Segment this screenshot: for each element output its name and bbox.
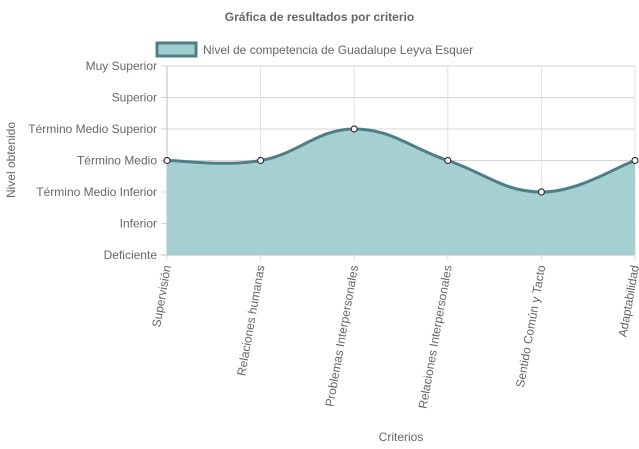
y-tick-label: Superior: [112, 91, 157, 105]
x-axis-ticks: Supervisión Relaciones humanas Problemas I…: [149, 264, 639, 410]
y-tick-label: Término Medio Superior: [28, 122, 157, 136]
x-tick-label: Adaptabilidad: [616, 264, 639, 338]
x-tick-label: Supervisión: [149, 264, 174, 328]
x-tick-label: Sentido Común y Tacto: [513, 264, 548, 389]
y-tick-label: Término Medio: [77, 154, 157, 168]
legend-label[interactable]: Nivel de competencia de Guadalupe Leyva …: [203, 43, 473, 57]
legend[interactable]: Nivel de competencia de Guadalupe Leyva …: [155, 41, 473, 58]
data-point[interactable]: [631, 156, 639, 165]
series-area-fill: [167, 129, 635, 255]
legend-swatch[interactable]: [155, 41, 198, 58]
data-point[interactable]: [444, 156, 452, 165]
y-tick-label: Inferior: [120, 217, 157, 231]
y-axis-ticks: Deficiente Inferior Término Medio Inferior…: [28, 59, 157, 262]
y-tick-label: Muy Superior: [86, 59, 157, 73]
y-tick-label: Término Medio Inferior: [36, 185, 157, 199]
data-points: [163, 125, 639, 196]
series-line: [166, 127, 636, 194]
x-axis-title: Criterios: [379, 430, 424, 444]
chart-title: Gráfica de resultados por criterio: [225, 10, 414, 24]
x-tick-label: Relaciones Interpersonales: [416, 264, 455, 410]
data-point[interactable]: [350, 125, 358, 133]
data-point[interactable]: [257, 156, 265, 165]
data-point[interactable]: [163, 156, 171, 165]
area-layer: [166, 127, 636, 255]
y-tick-label: Deficiente: [104, 248, 158, 262]
data-point[interactable]: [537, 188, 546, 196]
x-tick-label: Problemas Interpersonales: [322, 264, 361, 408]
y-axis-title: Nivel obtenido: [4, 122, 18, 198]
x-tick-label: Relaciones humanas: [234, 264, 267, 377]
